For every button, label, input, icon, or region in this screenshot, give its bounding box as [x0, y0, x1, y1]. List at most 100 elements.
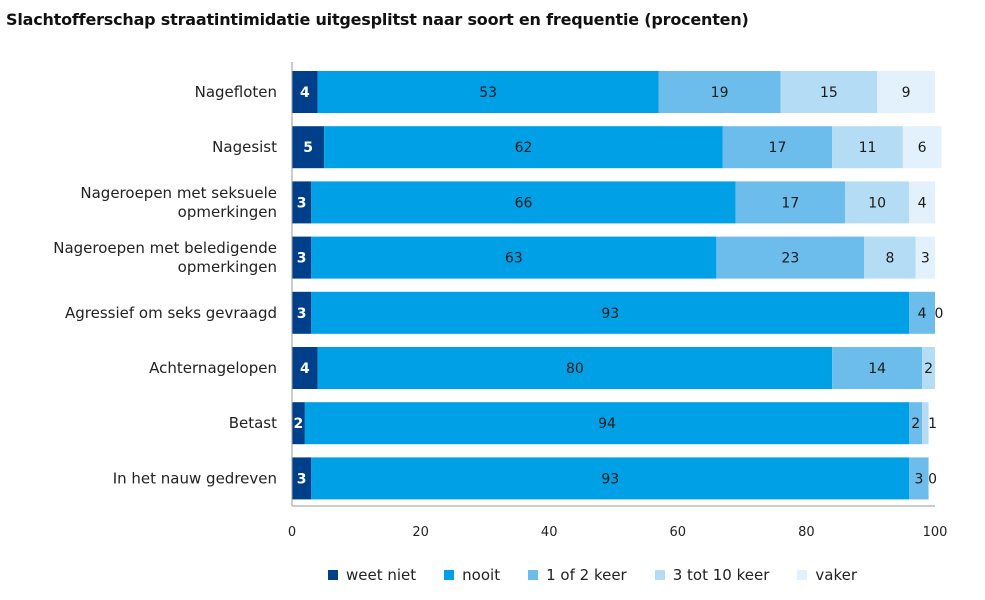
data-label: 3: [297, 471, 307, 487]
bar-segment-1-of-2-keer: [722, 126, 833, 169]
category-label: Nagesist: [212, 138, 277, 156]
data-label: 93: [601, 471, 619, 487]
data-label: 19: [711, 85, 729, 101]
legend-item: 1 of 2 keer: [528, 566, 627, 584]
bar-segment-nooit: [317, 71, 659, 113]
bar-segment-3-tot-10-keer: [922, 402, 929, 445]
bar-segment-nooit: [311, 181, 736, 224]
bar-segment-weet-niet: [292, 236, 312, 279]
bar-segment-1-of-2-keer: [909, 457, 929, 500]
data-label: 9: [902, 85, 911, 101]
data-label: 2: [911, 416, 920, 432]
bar-segment-1-of-2-keer: [909, 291, 935, 334]
bar-segment-nooit: [311, 236, 717, 279]
legend-swatch: [528, 570, 539, 580]
category-label: Nageroepen met beledigende: [53, 239, 277, 257]
bar-segment-nooit: [304, 402, 910, 445]
bar-segment-3-tot-10-keer: [922, 347, 935, 389]
legend-swatch: [654, 570, 665, 580]
x-tick-label: 40: [541, 525, 558, 540]
category-label: Nagefloten: [195, 83, 277, 101]
bar-segment-nooit: [317, 347, 833, 389]
legend-label: nooit: [462, 566, 501, 584]
category-label: Agressief om seks gevraagd: [65, 304, 277, 322]
category-label: Nageroepen met seksuele: [80, 184, 277, 202]
data-label: 23: [781, 251, 799, 267]
category-label: opmerkingen: [178, 203, 277, 221]
data-label: 6: [918, 140, 927, 156]
bar-segment-weet-niet: [292, 402, 305, 445]
x-tick-label: 0: [288, 525, 296, 540]
data-label: 17: [769, 140, 787, 156]
data-label: 10: [868, 195, 886, 211]
bar-segment-1-of-2-keer: [909, 402, 923, 445]
data-label: 93: [601, 306, 619, 322]
bar-segment-3-tot-10-keer: [832, 126, 903, 169]
data-label: 62: [515, 140, 533, 156]
bar-segment-weet-niet: [292, 126, 325, 169]
chart-legend: weet niet nooit 1 of 2 keer 3 tot 10 keer va…: [328, 566, 885, 584]
legend-item: weet niet: [328, 566, 416, 584]
data-label: 17: [781, 195, 799, 211]
bar-segment-3-tot-10-keer: [844, 181, 910, 224]
legend-label: 1 of 2 keer: [546, 566, 627, 584]
bar-segment-weet-niet: [292, 71, 318, 113]
legend-swatch: [444, 570, 455, 580]
data-label: 1: [928, 416, 937, 432]
category-label: In het nauw gedreven: [113, 469, 277, 487]
data-label: 3: [914, 471, 923, 487]
chart-title: Slachtofferschap straatintimidatie uitge…: [6, 10, 749, 29]
legend-label: vaker: [815, 566, 857, 584]
bar-segment-nooit: [324, 126, 723, 169]
data-label: 80: [566, 361, 584, 377]
data-label: 94: [598, 416, 616, 432]
data-label: 8: [886, 251, 895, 267]
x-tick-label: 60: [670, 525, 687, 540]
data-label: 4: [300, 361, 310, 377]
data-label: 53: [479, 85, 497, 101]
bar-segment-vaker: [909, 181, 935, 224]
data-label: 3: [297, 251, 307, 267]
category-label: opmerkingen: [178, 258, 277, 276]
bar-segment-3-tot-10-keer: [864, 236, 916, 279]
data-label: 4: [300, 85, 310, 101]
legend-swatch: [328, 570, 338, 580]
legend-swatch: [797, 570, 808, 580]
legend-label: 3 tot 10 keer: [672, 566, 770, 584]
bar-segment-1-of-2-keer: [832, 347, 923, 389]
legend-label: weet niet: [346, 566, 417, 584]
data-label: 2: [294, 416, 304, 432]
x-tick-label: 80: [798, 525, 815, 540]
category-label: Betast: [229, 414, 277, 432]
data-label: 14: [868, 361, 886, 377]
bar-segment-nooit: [311, 457, 910, 500]
category-label: Achternagelopen: [149, 359, 277, 377]
x-tick-label: 100: [923, 525, 948, 540]
data-label: 0: [928, 471, 937, 487]
legend-item: 3 tot 10 keer: [654, 566, 770, 584]
bar-segment-vaker: [915, 236, 935, 279]
bar-segment-1-of-2-keer: [716, 236, 865, 279]
bar-segment-1-of-2-keer: [735, 181, 845, 224]
bar-segment-vaker: [877, 71, 935, 113]
data-label: 0: [935, 306, 944, 322]
data-label: 4: [918, 306, 927, 322]
x-tick-label: 20: [412, 525, 429, 540]
data-label: 3: [921, 251, 930, 267]
data-label: 66: [515, 195, 533, 211]
bar-segment-weet-niet: [292, 347, 318, 389]
bar-segment-weet-niet: [292, 291, 312, 334]
legend-item: vaker: [797, 566, 857, 584]
data-label: 11: [859, 140, 877, 156]
bar-segment-weet-niet: [292, 181, 312, 224]
data-label: 15: [820, 85, 838, 101]
bar-segment-vaker: [902, 126, 942, 169]
data-label: 3: [297, 306, 307, 322]
legend-item: nooit: [444, 566, 500, 584]
bar-segment-3-tot-10-keer: [780, 71, 878, 113]
bar-segment-nooit: [311, 291, 910, 334]
bar-segment-1-of-2-keer: [658, 71, 781, 113]
bar-segment-weet-niet: [292, 457, 312, 500]
data-label: 2: [924, 361, 933, 377]
